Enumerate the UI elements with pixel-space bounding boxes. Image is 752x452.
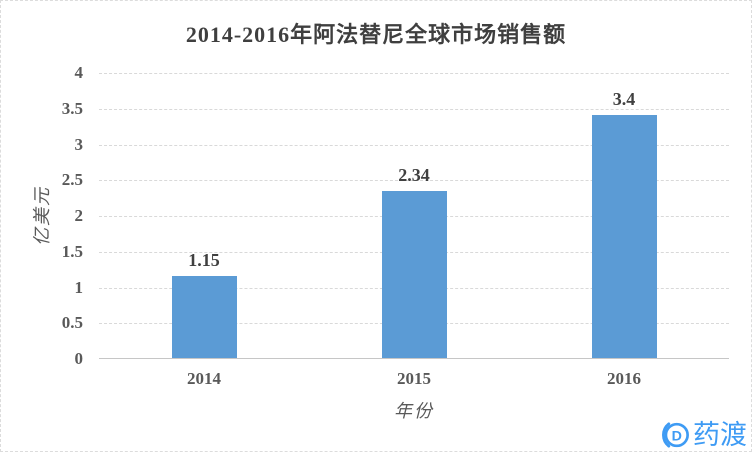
y-axis-tick-label: 2.5 xyxy=(61,170,83,190)
plot-area xyxy=(99,73,729,359)
bar-value-label: 1.15 xyxy=(188,249,220,270)
y-axis-tick-label: 3.5 xyxy=(61,98,83,118)
x-axis-tick-label: 2016 xyxy=(607,369,641,388)
svg-text:D: D xyxy=(672,428,682,444)
bar-2016 xyxy=(591,114,657,358)
y-axis-tick-label: 0 xyxy=(74,349,84,368)
chart-title: 2014-2016年阿法替尼全球市场销售额 xyxy=(185,22,567,47)
x-axis-tick-label: 2015 xyxy=(397,369,431,388)
gridline xyxy=(99,144,729,146)
pharmacodia-logo-icon: D xyxy=(659,419,691,451)
x-axis-title: 年份 xyxy=(394,401,434,421)
watermark-text: 药渡 xyxy=(693,420,747,450)
y-axis-tick-label: 0.5 xyxy=(61,313,83,333)
gridline xyxy=(99,180,729,182)
bar-2014 xyxy=(171,275,237,358)
bar-value-label: 2.34 xyxy=(398,164,430,185)
y-axis-tick-label: 2 xyxy=(74,206,84,225)
y-axis-tick-label: 1 xyxy=(74,277,84,297)
watermark: D 药渡 xyxy=(659,419,747,451)
x-axis-tick-label: 2014 xyxy=(187,369,221,388)
y-axis-tick-label: 1.5 xyxy=(61,241,83,261)
y-axis-tick-label: 4 xyxy=(74,63,84,82)
gridline xyxy=(99,73,729,74)
bar-2015 xyxy=(381,190,447,358)
bar-value-label: 3.4 xyxy=(612,88,636,109)
gridline xyxy=(99,108,729,110)
y-axis-tick-label: 3 xyxy=(74,134,84,154)
